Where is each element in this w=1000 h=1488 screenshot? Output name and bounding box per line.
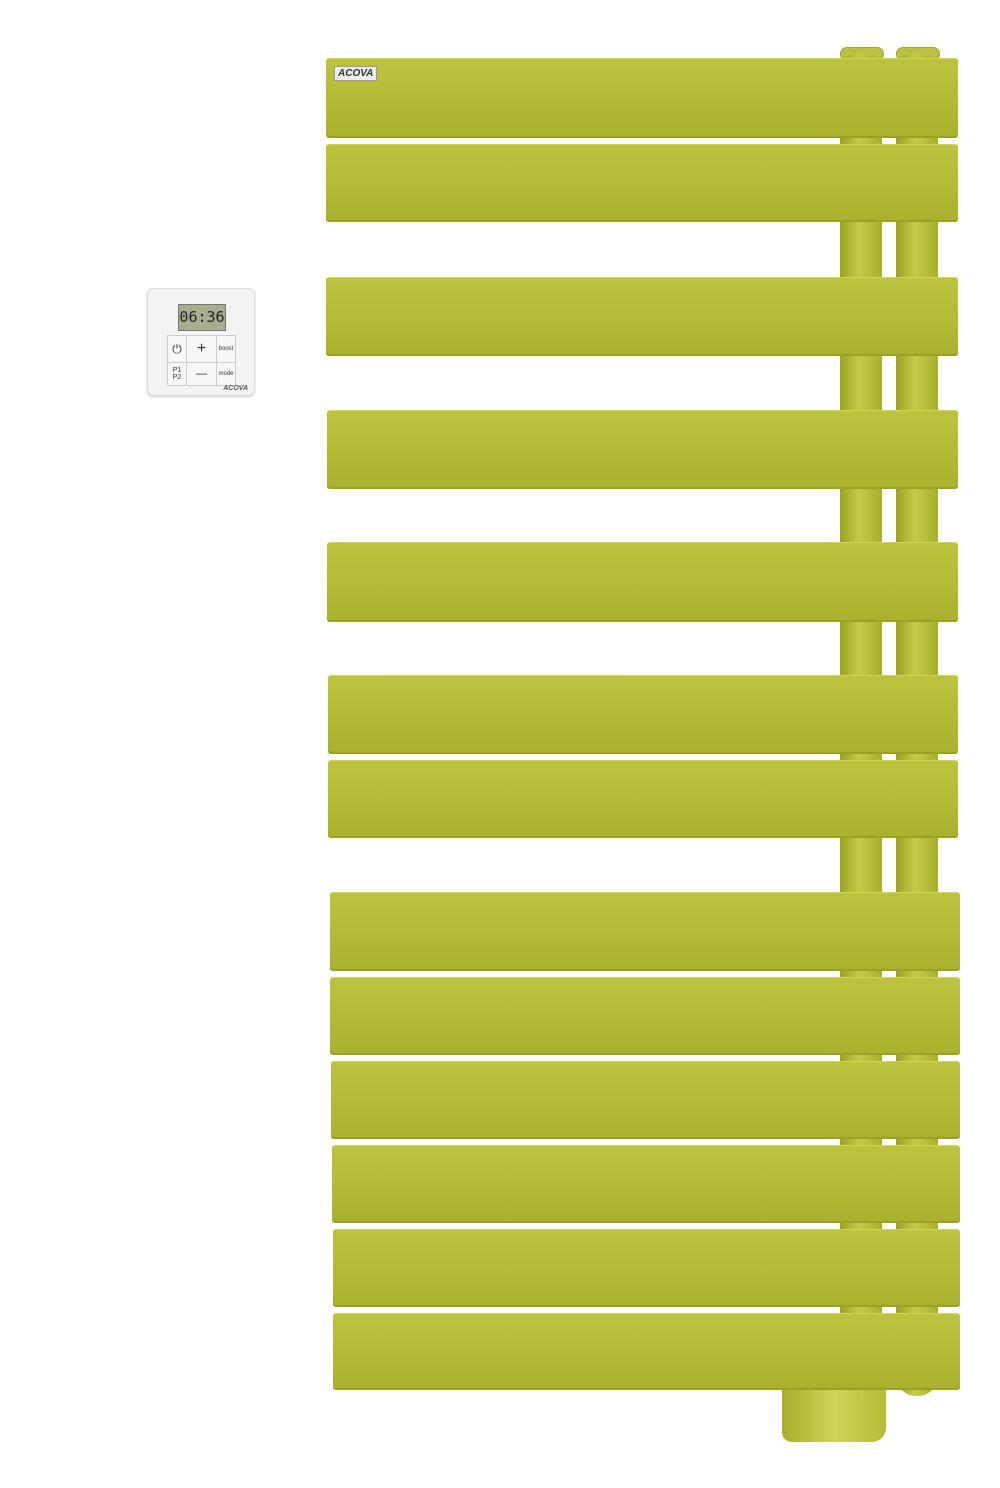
radiator-bar <box>326 277 958 356</box>
lcd-display: 06:36 <box>178 304 226 331</box>
radiator-bar: ACOVA <box>326 58 958 138</box>
radiator-bar <box>333 1313 960 1390</box>
p1-label: P1 <box>172 367 182 374</box>
plus-button[interactable]: + <box>186 335 217 363</box>
brand-logo: ACOVA <box>334 66 378 81</box>
heating-element <box>782 1390 886 1442</box>
program-button[interactable]: P1 P2 <box>167 362 187 386</box>
radiator-bar <box>328 760 958 838</box>
radiator-bar <box>332 1145 960 1223</box>
radiator-bar <box>333 1229 960 1307</box>
p2-label: P2 <box>172 374 182 381</box>
boost-button[interactable]: boost <box>216 335 236 363</box>
radiator-bar <box>330 977 960 1055</box>
remote-controller: 06:36 ⏻ P1 P2 + — boost mode ACOVA <box>147 288 255 396</box>
radiator-bar <box>327 542 958 622</box>
minus-button[interactable]: — <box>186 362 217 386</box>
mode-button[interactable]: mode <box>216 362 236 386</box>
radiator-bar <box>330 892 960 971</box>
power-button[interactable]: ⏻ <box>167 335 187 363</box>
radiator-bar <box>326 144 958 222</box>
radiator-bar <box>328 675 958 754</box>
radiator-bar <box>331 1061 960 1139</box>
controller-logo: ACOVA <box>223 385 248 392</box>
radiator-bar <box>327 410 958 489</box>
